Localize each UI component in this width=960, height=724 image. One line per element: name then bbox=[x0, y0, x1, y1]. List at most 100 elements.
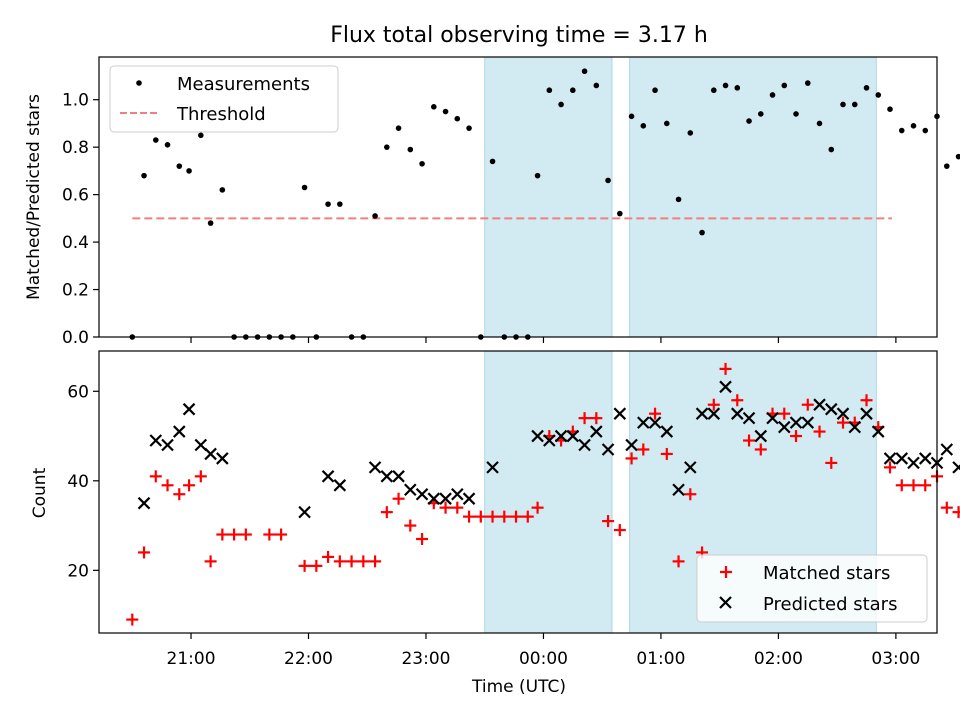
predicted-star-point bbox=[566, 429, 580, 443]
predicted-star-point bbox=[204, 447, 217, 461]
measurement-point bbox=[875, 92, 882, 98]
count-x-tick-label: 00:00 bbox=[519, 649, 568, 669]
predicted-star-point bbox=[613, 407, 627, 420]
predicted-star-point bbox=[801, 416, 815, 429]
matched-star-point bbox=[907, 479, 920, 492]
measurement-point bbox=[816, 120, 823, 127]
ratio-shaded-interval bbox=[629, 56, 877, 338]
matched-star-point bbox=[183, 479, 196, 492]
predicted-star-point bbox=[161, 438, 174, 452]
ratio-shaded-interval bbox=[484, 56, 613, 338]
matched-star-point bbox=[126, 613, 139, 626]
measurement-point bbox=[955, 153, 960, 160]
matched-star-point bbox=[940, 501, 953, 514]
predicted-star-point bbox=[333, 479, 347, 492]
count-x-ticks: 21:00 22:00 23:00 00:00 01:00 02:00 03:00 bbox=[167, 633, 920, 669]
matched-star-point bbox=[486, 510, 499, 523]
count-shaded-interval bbox=[484, 350, 613, 634]
measurement-point bbox=[675, 196, 682, 203]
predicted-star-point bbox=[380, 470, 394, 483]
matched-star-point bbox=[380, 506, 393, 519]
count-x-tick-label: 02:00 bbox=[754, 649, 803, 669]
matched-star-point bbox=[510, 510, 523, 523]
predicted-star-point bbox=[298, 505, 311, 519]
count-legend: Matched stars Predicted stars bbox=[696, 554, 928, 623]
measurement-point bbox=[769, 92, 776, 98]
matched-star-point bbox=[298, 559, 311, 572]
measurement-point bbox=[546, 87, 553, 94]
matched-star-point bbox=[392, 492, 405, 505]
predicted-star-point bbox=[462, 492, 476, 505]
count-legend-box bbox=[696, 554, 928, 623]
predicted-star-point bbox=[684, 461, 697, 474]
matched-star-point bbox=[649, 407, 662, 420]
matched-star-point bbox=[778, 407, 791, 420]
measurement-point bbox=[198, 132, 204, 139]
matched-star-point bbox=[884, 461, 897, 474]
measurement-point bbox=[372, 213, 378, 219]
count-y-ticks: 20 40 60 bbox=[67, 382, 99, 581]
matched-star-point bbox=[743, 434, 756, 447]
measurement-point bbox=[489, 158, 496, 165]
matched-star-point bbox=[498, 510, 511, 523]
matched-star-point bbox=[707, 398, 720, 411]
count-y-tick-label: 60 bbox=[67, 382, 89, 402]
measurement-point bbox=[141, 172, 147, 179]
matched-star-point bbox=[919, 479, 932, 492]
matched-star-point bbox=[451, 501, 464, 514]
predicted-star-point bbox=[918, 452, 932, 465]
matched-star-point bbox=[216, 528, 229, 541]
matched-star-point bbox=[801, 398, 814, 411]
count-x-tick-label: 01:00 bbox=[636, 649, 685, 669]
matched-star-point bbox=[602, 515, 615, 528]
measurement-point bbox=[593, 82, 600, 89]
legend-measurements-label: Measurements bbox=[177, 74, 310, 95]
matched-star-point bbox=[813, 425, 826, 438]
legend-measurement-marker bbox=[136, 80, 142, 86]
matched-star-point bbox=[322, 550, 335, 563]
matched-star-point bbox=[895, 479, 908, 492]
measurement-point bbox=[605, 177, 611, 184]
measurement-point bbox=[793, 111, 799, 117]
measurement-point bbox=[851, 101, 858, 108]
matched-star-point bbox=[660, 447, 673, 460]
predicted-star-point bbox=[648, 416, 662, 429]
count-panel: 20 40 60 21:00 22:00 23:00 00:00 01:00 02:00 03:… bbox=[30, 350, 960, 697]
matched-star-point bbox=[149, 470, 162, 483]
predicted-star-point bbox=[883, 452, 897, 465]
measurement-point bbox=[152, 137, 159, 143]
count-y-axis-label: Count bbox=[30, 467, 50, 518]
matched-star-point bbox=[825, 456, 838, 469]
count-x-tick-label: 21:00 bbox=[167, 649, 216, 669]
measurement-point bbox=[301, 184, 308, 191]
measurement-point bbox=[898, 127, 905, 134]
matched-star-point bbox=[416, 533, 429, 545]
matched-star-point bbox=[474, 510, 487, 523]
predicted-star-point bbox=[707, 407, 721, 420]
predicted-star-point bbox=[451, 487, 464, 501]
predicted-star-point bbox=[625, 438, 638, 452]
measurement-point bbox=[164, 141, 171, 148]
predicted-star-point bbox=[731, 407, 744, 420]
measurement-point bbox=[828, 146, 835, 153]
measurement-point bbox=[687, 130, 694, 136]
matched-star-point bbox=[173, 488, 186, 501]
measurement-point bbox=[454, 115, 461, 122]
ratio-shaded-intervals bbox=[484, 56, 877, 338]
ratio-y-axis-label: Matched/Predicted stars bbox=[24, 94, 44, 300]
predicted-star-point bbox=[895, 452, 909, 465]
measurement-point bbox=[757, 111, 764, 117]
predicted-star-point bbox=[590, 425, 603, 438]
matched-star-point bbox=[672, 555, 685, 568]
legend-matched-label: Matched stars bbox=[763, 563, 890, 584]
ratio-y-ticks: 0.0 0.2 0.4 0.6 0.8 1.0 bbox=[62, 91, 99, 348]
measurement-point bbox=[419, 160, 425, 167]
ratio-legend: Measurements Threshold bbox=[109, 65, 339, 133]
predicted-star-point bbox=[321, 470, 335, 483]
measurement-point bbox=[219, 187, 226, 193]
matched-star-point bbox=[275, 528, 288, 541]
measurement-point bbox=[887, 106, 893, 113]
measurement-point bbox=[922, 127, 929, 134]
count-axes-frame bbox=[98, 350, 938, 634]
measurement-point bbox=[664, 120, 670, 127]
